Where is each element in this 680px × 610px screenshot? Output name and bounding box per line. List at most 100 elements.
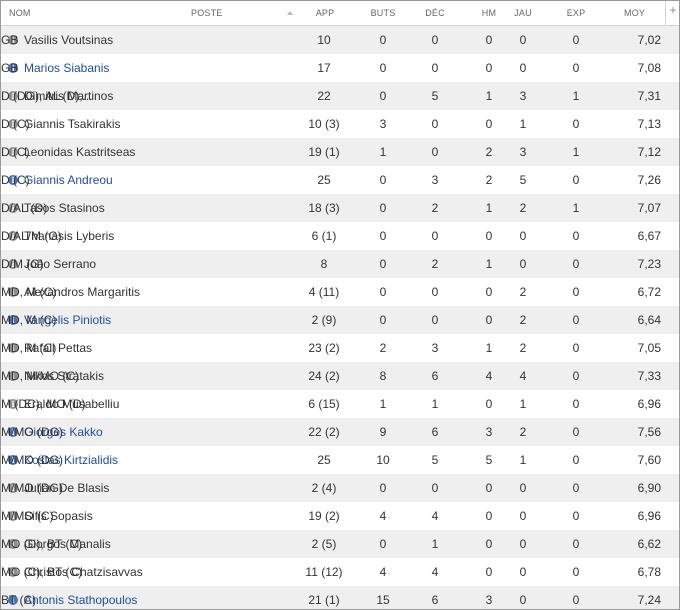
player-name[interactable]: Alexandros Margaritis — [24, 285, 141, 299]
table-row[interactable]: i Kostas Kirtzialidis M/MO (DG) 25 10 5 5 1 0 7,6… — [1, 446, 679, 474]
cell-dec: 4 — [431, 565, 439, 579]
cell-jau: 3 — [519, 145, 527, 159]
player-name[interactable]: Julián De Blasis — [24, 481, 110, 495]
info-icon[interactable]: i — [8, 175, 18, 185]
info-icon[interactable]: i — [8, 511, 18, 521]
player-name[interactable]: Leonidas Kastritseas — [24, 145, 136, 159]
col-header-jau[interactable]: JAU — [514, 8, 532, 18]
player-name[interactable]: Giannis Andreou — [24, 173, 113, 187]
table-row[interactable]: i Vasilis Voutsinas GB 10 0 0 0 0 0 7,02 — [1, 26, 679, 54]
cell-exp: 0 — [572, 257, 580, 271]
cell-poste: M/MO (DG) — [1, 425, 63, 439]
info-icon[interactable]: i — [8, 287, 18, 297]
cell-moy: 7,56 — [637, 425, 661, 439]
info-icon[interactable]: i — [8, 483, 18, 493]
table-row[interactable]: i Christos Chatzisavvas MO (C), BT (C) 11 (… — [1, 558, 679, 586]
cell-moy: 7,05 — [637, 341, 661, 355]
col-header-buts[interactable]: BUTS — [370, 8, 396, 18]
table-row[interactable]: i Thanasis Lyberis D/AL/M (G) 6 (1) 0 0 0 0 0 6,6… — [1, 222, 679, 250]
cell-app: 4 (11) — [308, 285, 340, 299]
info-icon[interactable]: i — [8, 595, 18, 605]
add-column-button[interactable]: + — [665, 1, 679, 25]
info-icon[interactable]: i — [8, 567, 18, 577]
col-header-moy[interactable]: MOY — [624, 8, 646, 18]
table-row[interactable]: i Alexandros Margaritis MD, M (C) 4 (11) 0 0 0… — [1, 278, 679, 306]
cell-dec: 2 — [431, 201, 439, 215]
cell-dec: 1 — [431, 537, 439, 551]
cell-moy: 7,23 — [637, 257, 661, 271]
info-icon[interactable]: i — [8, 63, 18, 73]
info-icon[interactable]: i — [8, 455, 18, 465]
info-icon[interactable]: i — [8, 147, 18, 157]
table-row[interactable]: i Sifis Sopasis M/MO (C) 19 (2) 4 4 0 0 0 6,96 — [1, 502, 679, 530]
table-row[interactable]: i Eraldo Musabelliu M (DC), MO (D) 6 (15) 1 1… — [1, 390, 679, 418]
player-name[interactable]: Sifis Sopasis — [24, 509, 93, 523]
player-name[interactable]: Thanasis Lyberis — [24, 229, 115, 243]
player-name[interactable]: Nikos Stratakis — [24, 369, 105, 383]
table-row[interactable]: i Antonis Stathopoulos BT (C) 21 (1) 15 6 3 0 0 7… — [1, 586, 679, 609]
cell-jau: 0 — [519, 509, 527, 523]
info-icon[interactable]: i — [8, 539, 18, 549]
cell-hm: 0 — [485, 537, 493, 551]
table-row[interactable]: i Dimitris Martinos D (DG), AL (D),... 22 0 5… — [1, 82, 679, 110]
cell-buts: 3 — [379, 117, 387, 131]
col-header-app[interactable]: APP — [315, 8, 335, 18]
table-row[interactable]: i Giannis Andreou D (C) 25 0 3 2 5 0 7,26 — [1, 166, 679, 194]
table-row[interactable]: i Giorgos Kakko M/MO (DG) 22 (2) 9 6 3 2 0 7,56 — [1, 418, 679, 446]
player-name[interactable]: Antonis Stathopoulos — [24, 593, 138, 607]
cell-dec: 6 — [431, 369, 439, 383]
info-icon[interactable]: i — [8, 259, 18, 269]
table-row[interactable]: i Marios Siabanis GB 17 0 0 0 0 0 7,08 — [1, 54, 679, 82]
cell-dec: 3 — [431, 173, 439, 187]
info-icon[interactable]: i — [8, 427, 18, 437]
info-icon[interactable]: i — [8, 371, 18, 381]
info-icon[interactable]: i — [8, 399, 18, 409]
cell-jau: 0 — [519, 61, 527, 75]
player-name[interactable]: Tasos Stasinos — [24, 201, 105, 215]
table-row[interactable]: i Leonidas Kastritseas D (C) 19 (1) 1 0 2 3 1 7,1… — [1, 138, 679, 166]
cell-dec: 6 — [431, 593, 439, 607]
player-name[interactable]: João Serrano — [24, 257, 97, 271]
info-icon[interactable]: i — [8, 203, 18, 213]
cell-buts: 2 — [379, 341, 387, 355]
player-name[interactable]: Vangelis Piniotis — [24, 313, 112, 327]
table-row[interactable]: i João Serrano D/M (G) 8 0 2 1 0 0 7,23 — [1, 250, 679, 278]
cell-dec: 4 — [431, 509, 439, 523]
player-name[interactable]: Rafail Pettas — [24, 341, 93, 355]
table-row[interactable]: i Nikos Stratakis MD, M/MO (C) 24 (2) 8 6 4 4 0 7… — [1, 362, 679, 390]
col-header-exp[interactable]: EXP — [566, 8, 586, 18]
table-row[interactable]: i Vangelis Piniotis MD, M (C) 2 (9) 0 0 0 2 0 6,6… — [1, 306, 679, 334]
player-name[interactable]: Dimitris Martinos — [24, 89, 114, 103]
info-icon[interactable]: i — [8, 91, 18, 101]
cell-jau: 2 — [519, 201, 527, 215]
player-name[interactable]: Marios Siabanis — [24, 61, 110, 75]
cell-app: 2 (5) — [311, 537, 337, 551]
cell-app: 10 — [317, 33, 331, 47]
table-row[interactable]: i Julián De Blasis M/MO (DG) 2 (4) 0 0 0 0 0 6,90 — [1, 474, 679, 502]
table-row[interactable]: i Rafail Pettas MD, M (C) 23 (2) 2 3 1 2 0 7,05 — [1, 334, 679, 362]
col-header-hm[interactable]: HM — [481, 8, 497, 18]
player-name[interactable]: Eraldo Musabelliu — [24, 397, 120, 411]
cell-exp: 0 — [572, 593, 580, 607]
cell-jau: 3 — [519, 89, 527, 103]
col-header-nom[interactable]: NOM — [9, 8, 31, 18]
player-name[interactable]: Giorgos Kakko — [24, 425, 103, 439]
player-name[interactable]: Kostas Kirtzialidis — [24, 453, 119, 467]
table-row[interactable]: i Giannis Tsakirakis D (C) 10 (3) 3 0 0 1 0 7,13 — [1, 110, 679, 138]
table-row[interactable]: i Giorgos Manalis MO (D), BT (C) 2 (5) 0 1 0 0 0… — [1, 530, 679, 558]
info-icon[interactable]: i — [8, 315, 18, 325]
col-header-poste[interactable]: POSTE — [191, 8, 223, 18]
table-row[interactable]: i Tasos Stasinos D/AL (D) 18 (3) 0 2 1 2 1 7,07 — [1, 194, 679, 222]
player-name[interactable]: Christos Chatzisavvas — [24, 565, 143, 579]
cell-hm: 2 — [485, 145, 493, 159]
info-icon[interactable]: i — [8, 35, 18, 45]
info-icon[interactable]: i — [8, 119, 18, 129]
col-header-dec[interactable]: DÉC — [425, 8, 445, 18]
info-icon[interactable]: i — [8, 343, 18, 353]
player-name[interactable]: Giannis Tsakirakis — [24, 117, 121, 131]
cell-moy: 6,78 — [637, 565, 661, 579]
player-name[interactable]: Giorgos Manalis — [24, 537, 111, 551]
player-name[interactable]: Vasilis Voutsinas — [24, 33, 114, 47]
info-icon[interactable]: i — [8, 231, 18, 241]
cell-poste: BT (C) — [1, 593, 37, 607]
